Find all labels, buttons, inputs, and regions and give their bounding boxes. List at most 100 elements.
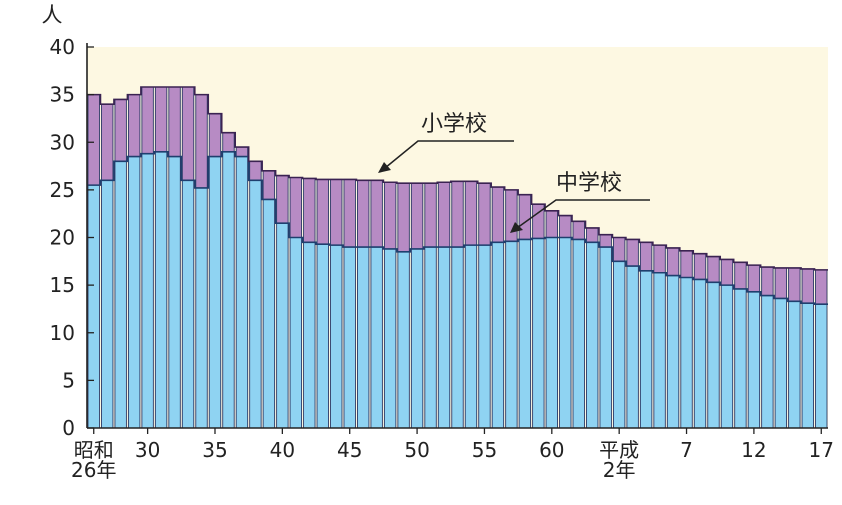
bar-shogakko-35 — [559, 215, 572, 238]
bar-shogakko-6 — [168, 86, 181, 157]
shogakko-line — [87, 86, 828, 271]
bar-shogakko-37 — [586, 227, 599, 243]
bar-shogakko-45 — [693, 253, 707, 280]
bar-shogakko-12 — [249, 160, 262, 181]
bar-shogakko-40 — [626, 238, 639, 267]
bar-shogakko-23 — [397, 182, 410, 253]
bar-chugakko-39 — [612, 260, 626, 429]
bar-chugakko-33 — [532, 238, 545, 429]
y-tick-label-0: 0 — [62, 416, 75, 440]
bar-chugakko-12 — [249, 179, 262, 429]
x-tick-label-0-1: 26年 — [71, 458, 116, 482]
bar-chugakko-24 — [410, 248, 424, 429]
x-tick-label-54-0: 17 — [809, 438, 834, 462]
y-tick-label-30: 30 — [50, 130, 75, 154]
bar-chugakko-41 — [639, 270, 653, 429]
bar-chugakko-13 — [262, 198, 276, 429]
bar-chugakko-28 — [464, 244, 478, 429]
bar-shogakko-5 — [154, 86, 168, 153]
bar-chugakko-34 — [545, 237, 558, 429]
bar-chugakko-44 — [680, 277, 693, 429]
bar-shogakko-0 — [87, 94, 100, 186]
bar-shogakko-27 — [451, 180, 464, 248]
bar-chugakko-43 — [666, 275, 680, 429]
bar-chugakko-15 — [289, 237, 303, 429]
bar-shogakko-49 — [747, 264, 761, 293]
bar-chugakko-47 — [720, 284, 734, 429]
x-tick-label-29-0: 55 — [472, 438, 497, 462]
y-tick-label-40: 40 — [50, 35, 75, 59]
bar-shogakko-1 — [101, 103, 114, 181]
bar-shogakko-50 — [761, 266, 774, 297]
bar-shogakko-9 — [208, 113, 222, 157]
bar-shogakko-43 — [666, 247, 680, 277]
y-tick-label-20: 20 — [50, 226, 75, 250]
bar-chugakko-8 — [195, 187, 208, 429]
chugakko-line — [87, 150, 828, 305]
bar-chugakko-36 — [572, 238, 585, 429]
bar-shogakko-44 — [680, 250, 693, 278]
bar-shogakko-15 — [289, 177, 303, 238]
bar-shogakko-47 — [720, 258, 734, 286]
x-tick-label-39-1: 2年 — [603, 458, 636, 482]
bar-shogakko-39 — [612, 237, 626, 262]
callout-shogakko-label: 小学校 — [421, 112, 487, 137]
bar-chugakko-46 — [707, 281, 720, 429]
bar-chugakko-54 — [815, 303, 828, 429]
bar-chugakko-35 — [559, 237, 572, 429]
bar-chugakko-51 — [774, 298, 788, 429]
bar-shogakko-30 — [491, 186, 505, 243]
bar-chugakko-42 — [653, 272, 666, 429]
bar-chugakko-14 — [276, 222, 289, 429]
bar-chugakko-48 — [734, 288, 747, 429]
bar-shogakko-51 — [774, 267, 788, 299]
bar-chugakko-26 — [437, 246, 451, 429]
bar-shogakko-32 — [518, 194, 532, 240]
bar-chugakko-22 — [383, 248, 397, 429]
bar-chugakko-29 — [478, 244, 491, 429]
bar-shogakko-18 — [330, 178, 343, 246]
bar-chugakko-31 — [505, 240, 518, 429]
y-tick-label-5: 5 — [62, 368, 75, 392]
bar-shogakko-34 — [545, 210, 558, 238]
bar-shogakko-42 — [653, 244, 666, 274]
bar-chugakko-1 — [101, 179, 114, 429]
y-tick-label-25: 25 — [50, 178, 75, 202]
callout-chugakko-label: 中学校 — [556, 171, 622, 196]
bar-chugakko-38 — [599, 246, 612, 429]
bar-shogakko-54 — [815, 269, 828, 305]
bar-shogakko-41 — [639, 241, 653, 272]
bar-chugakko-5 — [154, 151, 168, 429]
bar-shogakko-48 — [734, 261, 747, 290]
x-tick-label-0-0: 昭和 — [74, 438, 114, 462]
callout-shogakko-line — [384, 140, 514, 169]
bar-shogakko-2 — [114, 98, 127, 162]
bar-chugakko-17 — [316, 243, 329, 429]
x-tick-label-49-0: 12 — [741, 438, 766, 462]
x-tick-label-9-0: 35 — [202, 438, 227, 462]
bar-shogakko-8 — [195, 94, 208, 189]
bar-chugakko-6 — [168, 156, 181, 429]
bar-shogakko-25 — [424, 182, 437, 248]
bar-shogakko-14 — [276, 175, 289, 224]
x-tick-label-24-0: 50 — [404, 438, 429, 462]
x-tick-label-14-0: 40 — [270, 438, 295, 462]
bar-chugakko-21 — [370, 246, 383, 429]
bar-shogakko-28 — [464, 180, 478, 246]
bar-chugakko-52 — [788, 300, 801, 429]
x-tick-label-19-0: 45 — [337, 438, 362, 462]
bar-shogakko-52 — [788, 267, 801, 302]
bar-chugakko-45 — [693, 278, 707, 429]
bar-shogakko-13 — [262, 170, 276, 200]
bar-chugakko-40 — [626, 265, 639, 429]
bar-chugakko-11 — [235, 156, 249, 429]
y-unit-label: 人 — [42, 3, 63, 27]
bar-shogakko-31 — [505, 189, 518, 242]
bar-shogakko-46 — [707, 256, 720, 283]
callout-shogakko-arrowhead — [378, 162, 391, 173]
bar-chugakko-25 — [424, 246, 437, 429]
y-tick-label-10: 10 — [50, 321, 75, 345]
bar-shogakko-4 — [141, 86, 154, 155]
